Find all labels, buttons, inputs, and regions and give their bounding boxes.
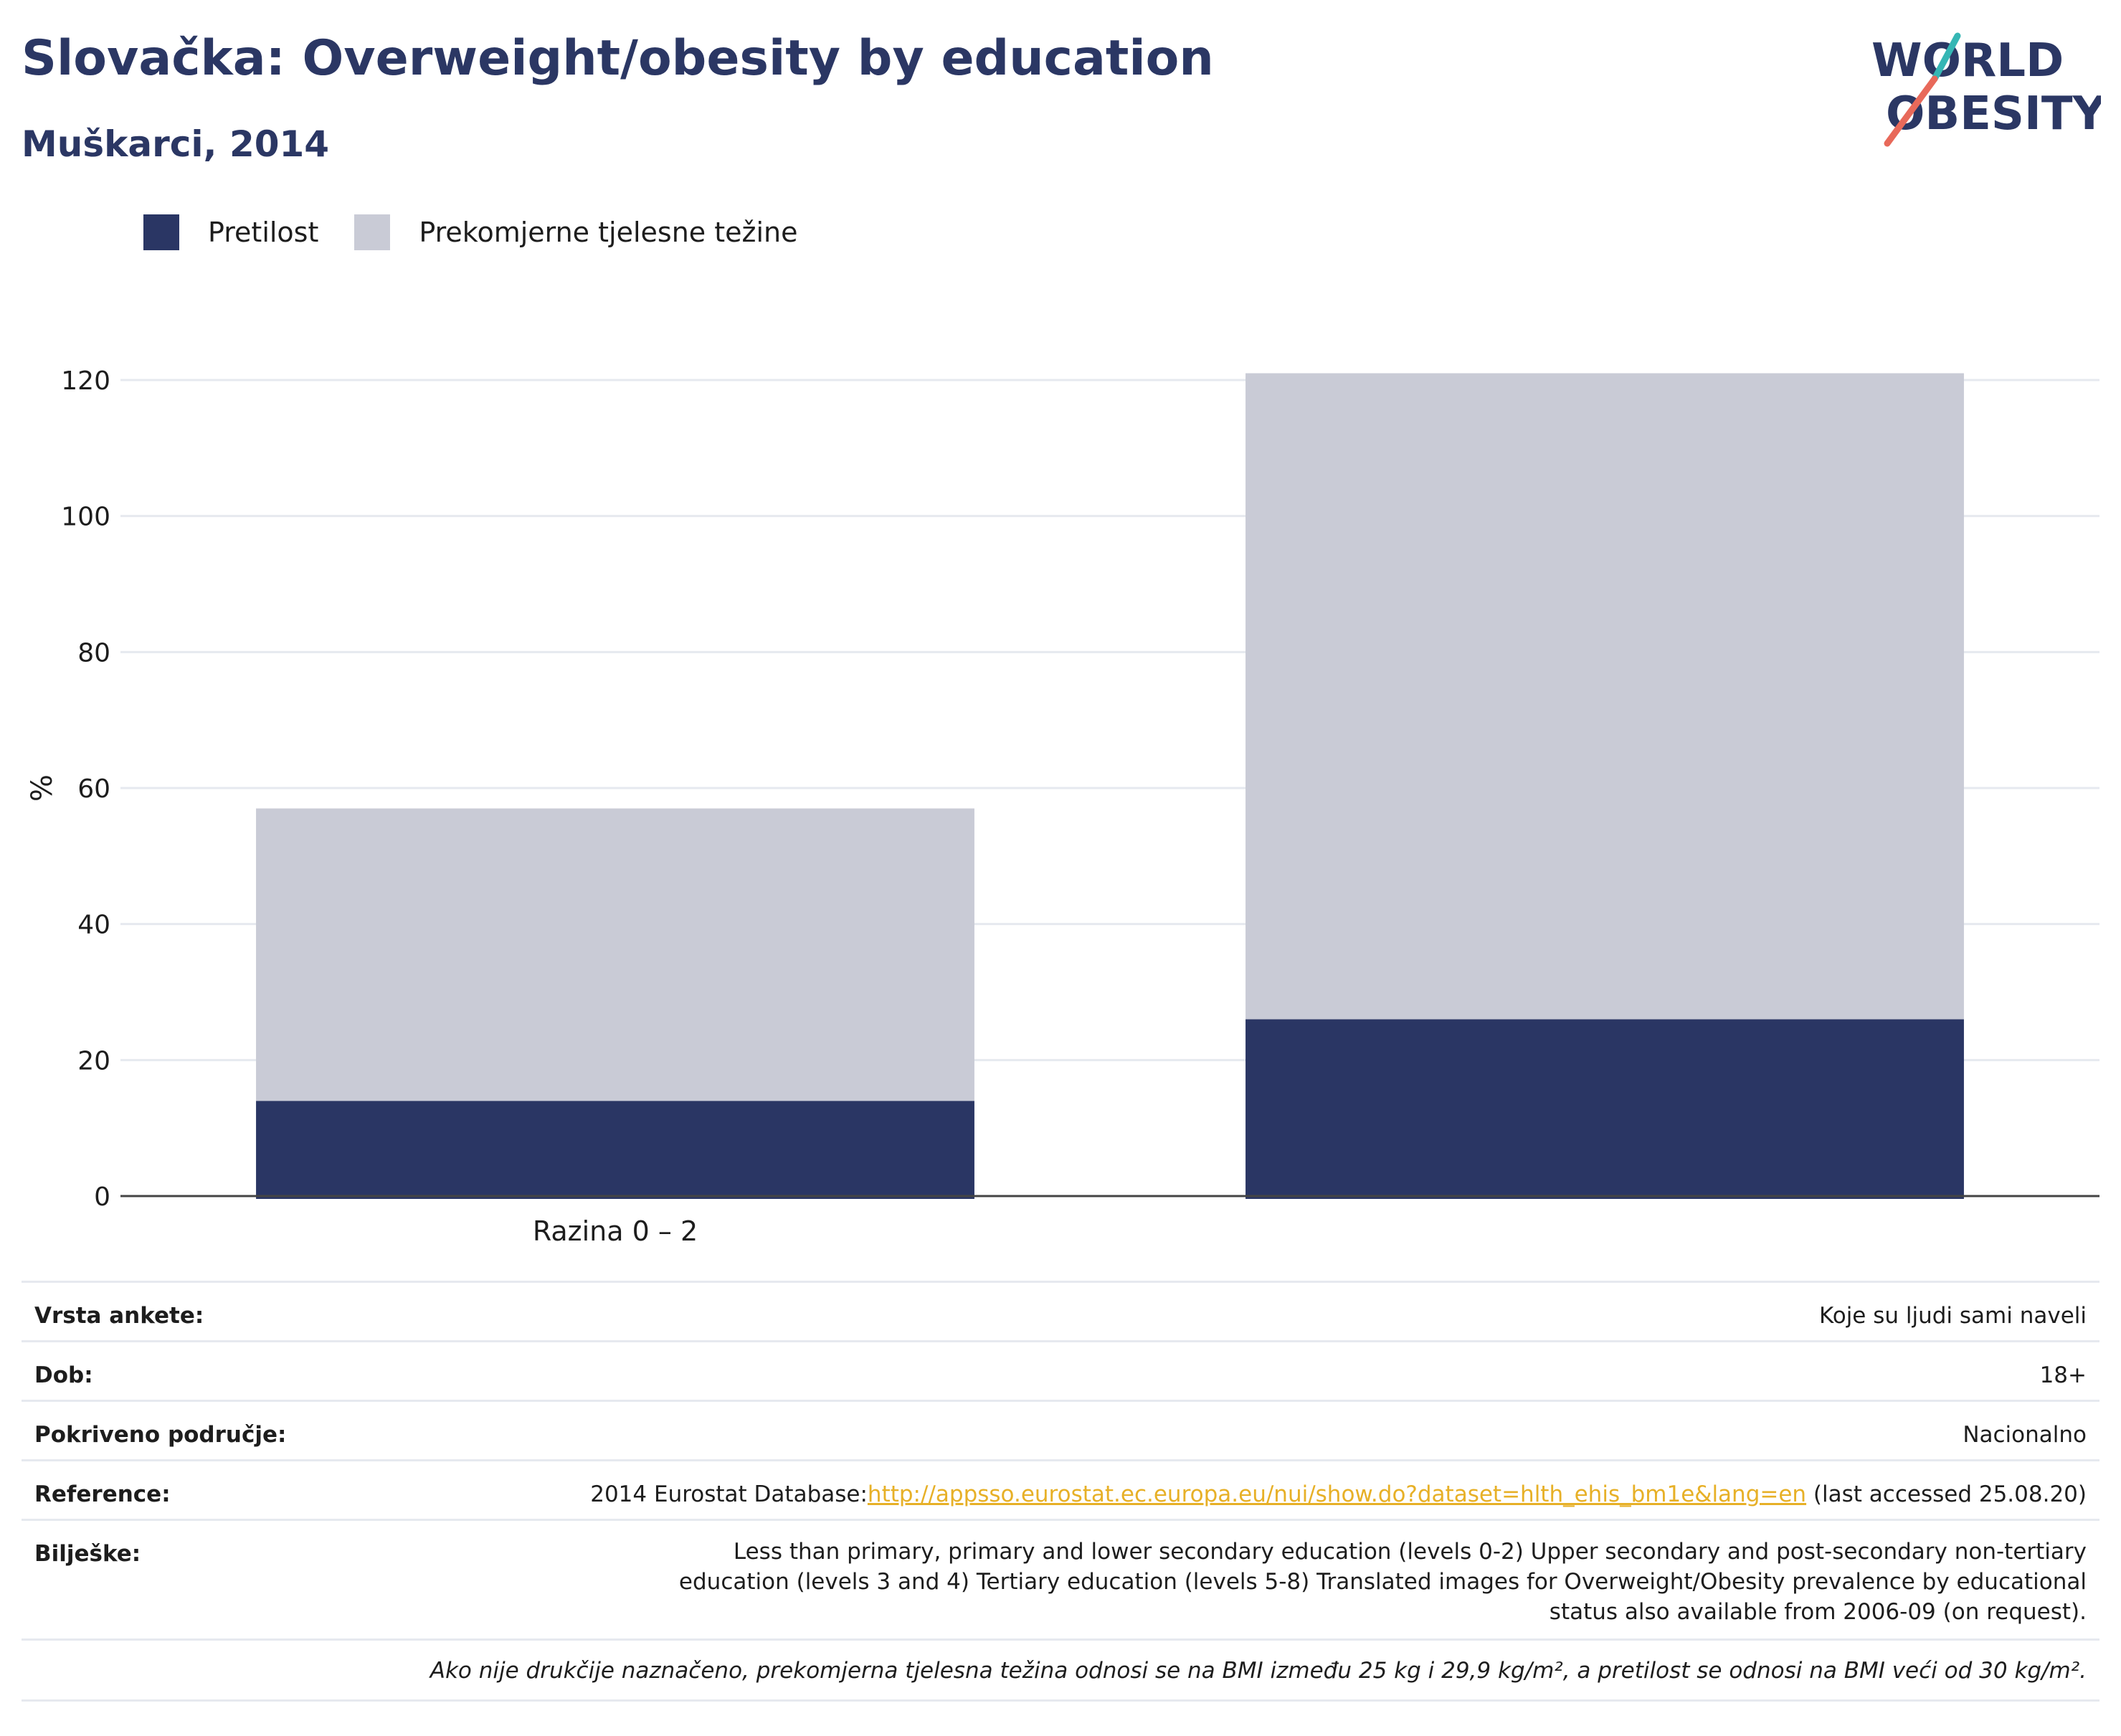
age-value: 18+ [2039,1362,2087,1388]
info-row-reference: Reference: 2014 Eurostat Database:http:/… [22,1459,2099,1519]
y-tick-label: 20 [77,1046,110,1076]
chart-title: Slovačka: Overweight/obesity by educatio… [22,30,1214,87]
y-axis-label: % [26,774,59,802]
survey-type-value: Koje su ljudi sami naveli [1818,1303,2087,1329]
info-table: Vrsta ankete: Koje su ljudi sami naveli … [22,1281,2099,1702]
legend-item-obesity[interactable]: Pretilost [143,214,318,250]
info-row-survey-type: Vrsta ankete: Koje su ljudi sami naveli [22,1281,2099,1340]
chart-subtitle: Muškarci, 2014 [22,123,330,165]
y-tick-label: 60 [77,774,110,804]
y-tick-label: 40 [77,911,110,940]
age-label: Dob: [34,1362,93,1388]
x-tick-label: Razina 0 – 2 [533,1215,698,1247]
reference-prefix: 2014 Eurostat Database: [590,1481,868,1507]
legend-item-overweight[interactable]: Prekomjerne tjelesne težine [354,214,798,250]
reference-suffix: (last accessed 25.08.20) [1806,1481,2087,1507]
footnote: Ako nije drukčije naznačeno, prekomjerna… [22,1638,2099,1702]
reference-label: Reference: [34,1481,171,1507]
world-obesity-logo: WORLD OBESITY [1871,32,2101,147]
bar-overweight-1 [1245,373,1964,1020]
coverage-label: Pokriveno područje: [34,1422,287,1448]
y-tick-label: 120 [61,366,110,396]
bar-overweight-0 [256,808,974,1101]
reference-link[interactable]: http://appsso.eurostat.ec.europa.eu/nui/… [867,1481,1807,1507]
info-row-age: Dob: 18+ [22,1340,2099,1400]
survey-type-label: Vrsta ankete: [34,1303,204,1329]
legend-swatch-obesity [143,214,179,250]
y-tick-label: 80 [77,638,110,668]
bar-chart: 0 20 40 60 80 100 120% Razina 0 – 2 [26,366,2099,1247]
legend-swatch-overweight [354,214,391,250]
bar-obesity-0 [256,1101,974,1199]
reference-value: 2014 Eurostat Database:http://appsso.eur… [590,1461,2099,1519]
y-tick-label: 0 [94,1182,110,1212]
coverage-value: Nacionalno [1963,1422,2087,1448]
info-row-coverage: Pokriveno područje: Nacionalno [22,1400,2099,1459]
y-tick-label: 100 [61,503,110,532]
legend: Pretilost Prekomjerne tjelesne težine [143,212,834,252]
svg-text:WORLD: WORLD [1871,34,2064,87]
legend-label-obesity: Pretilost [208,217,319,248]
legend-label-overweight: Prekomjerne tjelesne težine [419,217,798,248]
info-row-notes: Bilješke: Less than primary, primary and… [22,1519,2099,1638]
notes-value: Less than primary, primary and lower sec… [678,1539,2087,1625]
bar-obesity-1 [1245,1019,1964,1199]
svg-text:OBESITY: OBESITY [1886,87,2101,141]
notes-label: Bilješke: [34,1541,141,1567]
